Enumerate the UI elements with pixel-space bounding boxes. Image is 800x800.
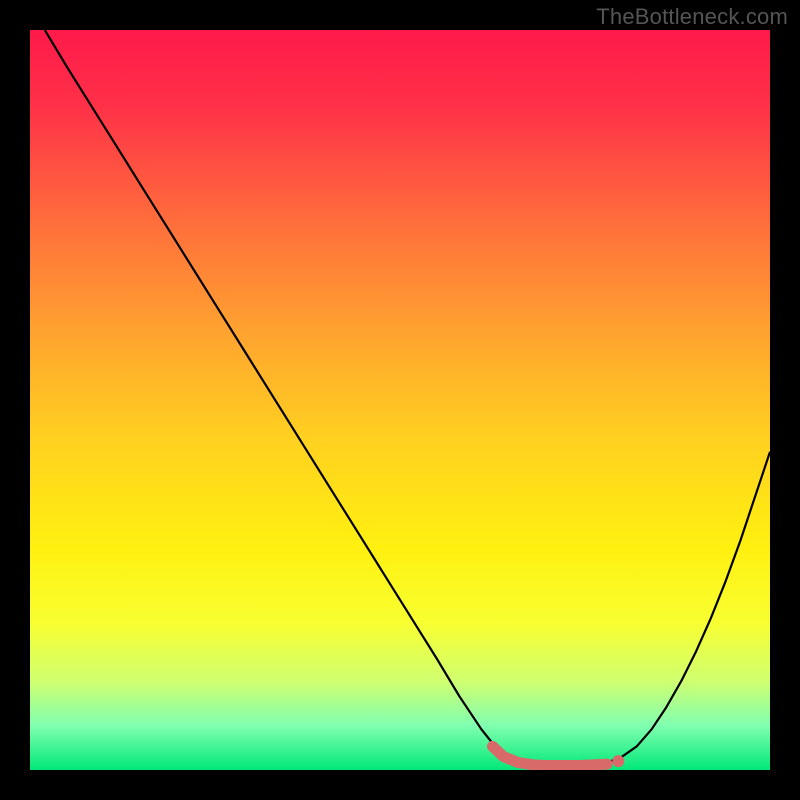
valley-marker-endpoint [612,755,624,767]
bottleneck-curve [45,30,770,768]
chart-container: TheBottleneck.com [0,0,800,800]
valley-marker [493,746,608,765]
curve-overlay-svg [30,30,770,770]
watermark-text: TheBottleneck.com [596,4,788,30]
